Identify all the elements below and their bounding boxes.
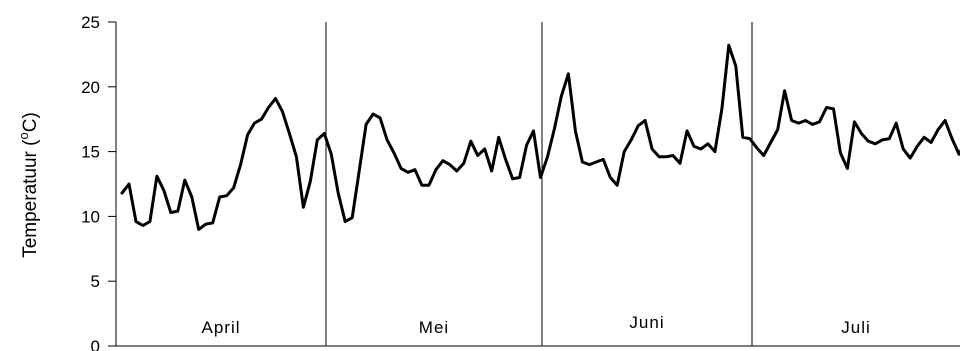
month-label-april: April [201, 318, 240, 337]
y-axis-label-prefix: Temperatuur ( [20, 139, 41, 258]
month-label-juli: Juli [841, 318, 871, 337]
y-axis-label-superscript: o [16, 132, 31, 139]
month-label-mei: Mei [419, 318, 449, 337]
temperature-series-line [120, 43, 960, 231]
y-tick-label: 10 [81, 207, 100, 226]
month-dividers [325, 22, 753, 346]
month-label-juni: Juni [629, 313, 664, 332]
axes [115, 22, 960, 347]
y-tick-label: 20 [81, 78, 100, 97]
y-tick-label: 25 [81, 13, 100, 32]
y-axis-label: Temperatuur (oC) [16, 112, 41, 258]
month-labels: April Mei Juni Juli [201, 313, 871, 337]
y-axis-label-suffix: C) [20, 112, 41, 132]
y-tick-label: 0 [91, 337, 100, 351]
y-tick-label: 15 [81, 143, 100, 162]
series [120, 43, 960, 231]
y-ticks: 0 5 10 15 20 25 [81, 13, 116, 351]
y-tick-label: 5 [91, 272, 100, 291]
